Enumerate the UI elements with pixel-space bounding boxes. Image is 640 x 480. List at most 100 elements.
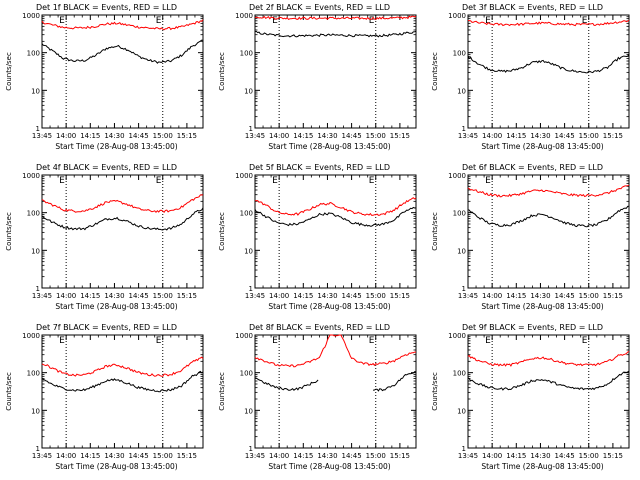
series-line-lld [467,19,630,27]
x-tick-label: 14:45 [129,452,149,460]
x-axis-title: Start Time (28-Aug-08 13:45:00) [481,302,603,311]
chart-title: Det 6f BLACK = Events, RED = LLD [462,163,603,172]
chart-title: Det 2f BLACK = Events, RED = LLD [249,3,390,12]
x-tick-label: 15:15 [390,292,410,300]
y-axis-title: Counts/sec [431,212,439,251]
y-tick-label: 100 [27,50,40,58]
y-tick-label: 1000 [22,172,40,180]
x-tick-label: 15:00 [366,452,386,460]
chart-title: Det 5f BLACK = Events, RED = LLD [249,163,390,172]
y-tick-label: 1 [249,445,253,453]
x-tick-label: 14:00 [56,292,76,300]
marker-label: E [156,176,162,186]
marker-label: E [369,16,375,26]
x-tick-label: 15:15 [177,132,197,140]
x-tick-label: 14:00 [482,292,502,300]
x-tick-label: 15:00 [579,452,599,460]
y-tick-label: 10 [31,247,40,255]
y-tick-label: 10 [244,247,253,255]
x-tick-label: 14:15 [506,132,526,140]
y-tick-label: 1 [36,445,40,453]
y-tick-label: 1000 [235,332,253,340]
x-tick-label: 14:15 [293,132,313,140]
x-tick-label: 15:00 [366,132,386,140]
y-axis-title: Counts/sec [218,212,226,251]
x-tick-label: 15:15 [177,452,197,460]
marker-label: E [156,336,162,346]
marker-label: E [59,176,65,186]
y-tick-label: 100 [27,370,40,378]
y-tick-label: 10 [457,407,466,415]
x-axis-title: Start Time (28-Aug-08 13:45:00) [55,142,177,151]
x-tick-label: 14:30 [104,292,124,300]
x-tick-label: 14:30 [530,452,550,460]
series-line-lld [254,15,417,21]
x-tick-label: 14:30 [317,132,337,140]
x-tick-label: 14:15 [80,132,100,140]
x-tick-label: 13:45 [245,132,265,140]
y-tick-label: 1 [462,125,466,133]
x-axis-title: Start Time (28-Aug-08 13:45:00) [481,142,603,151]
x-axis-title: Start Time (28-Aug-08 13:45:00) [268,462,390,471]
x-tick-label: 14:00 [56,132,76,140]
y-tick-label: 1000 [448,172,466,180]
y-axis-title: Counts/sec [218,52,226,91]
series-line-events [41,39,204,64]
x-tick-label: 15:00 [153,452,173,460]
series-line-events [254,30,417,38]
series-line-events [41,370,204,393]
x-axis-title: Start Time (28-Aug-08 13:45:00) [268,302,390,311]
x-tick-label: 14:15 [506,452,526,460]
x-tick-label: 15:15 [390,132,410,140]
marker-label: E [582,176,588,186]
y-tick-label: 1000 [235,12,253,20]
chart-title: Det 7f BLACK = Events, RED = LLD [36,323,177,332]
y-tick-label: 10 [31,407,40,415]
y-axis-title: Counts/sec [5,212,13,251]
x-tick-label: 14:45 [555,292,575,300]
marker-label: E [272,336,278,346]
y-tick-label: 10 [31,87,40,95]
x-tick-label: 14:15 [506,292,526,300]
x-tick-label: 14:00 [269,132,289,140]
x-axis-title: Start Time (28-Aug-08 13:45:00) [268,142,390,151]
series-line-events [467,370,630,391]
series-line-events [254,371,417,392]
x-tick-label: 13:45 [32,452,52,460]
x-tick-label: 15:00 [366,292,386,300]
marker-label: E [369,336,375,346]
chart-panel-6: Det 6f BLACK = Events, RED = LLD 1 10 100 10… [431,163,630,311]
x-tick-label: 14:15 [293,292,313,300]
y-axis-title: Counts/sec [431,372,439,411]
chart-panel-1: Det 1f BLACK = Events, RED = LLD 1 10 100 10… [5,3,204,151]
chart-title: Det 1f BLACK = Events, RED = LLD [36,3,177,12]
chart-panel-5: Det 5f BLACK = Events, RED = LLD 1 10 100 10… [218,163,417,311]
marker-label: E [59,16,65,26]
x-axis-title: Start Time (28-Aug-08 13:45:00) [481,462,603,471]
x-tick-label: 14:00 [482,452,502,460]
x-tick-label: 14:30 [104,132,124,140]
x-tick-label: 14:45 [129,132,149,140]
x-tick-label: 14:00 [482,132,502,140]
marker-label: E [485,336,491,346]
marker-label: E [369,176,375,186]
y-tick-label: 10 [457,87,466,95]
y-axis-title: Counts/sec [5,52,13,91]
x-axis-title: Start Time (28-Aug-08 13:45:00) [55,462,177,471]
x-tick-label: 14:30 [104,452,124,460]
y-tick-label: 10 [457,247,466,255]
y-tick-label: 100 [453,210,466,218]
x-tick-label: 14:15 [293,452,313,460]
y-tick-label: 100 [27,210,40,218]
chart-panel-8: Det 8f BLACK = Events, RED = LLD 1 10 100 10… [218,323,417,471]
x-tick-label: 14:45 [555,132,575,140]
x-tick-label: 14:00 [269,452,289,460]
x-tick-label: 14:30 [317,452,337,460]
x-tick-label: 14:45 [342,132,362,140]
y-axis-title: Counts/sec [218,372,226,411]
marker-label: E [272,176,278,186]
y-tick-label: 1000 [235,172,253,180]
series-line-lld [467,184,630,198]
y-tick-label: 1 [249,285,253,293]
series-line-lld [41,356,204,377]
